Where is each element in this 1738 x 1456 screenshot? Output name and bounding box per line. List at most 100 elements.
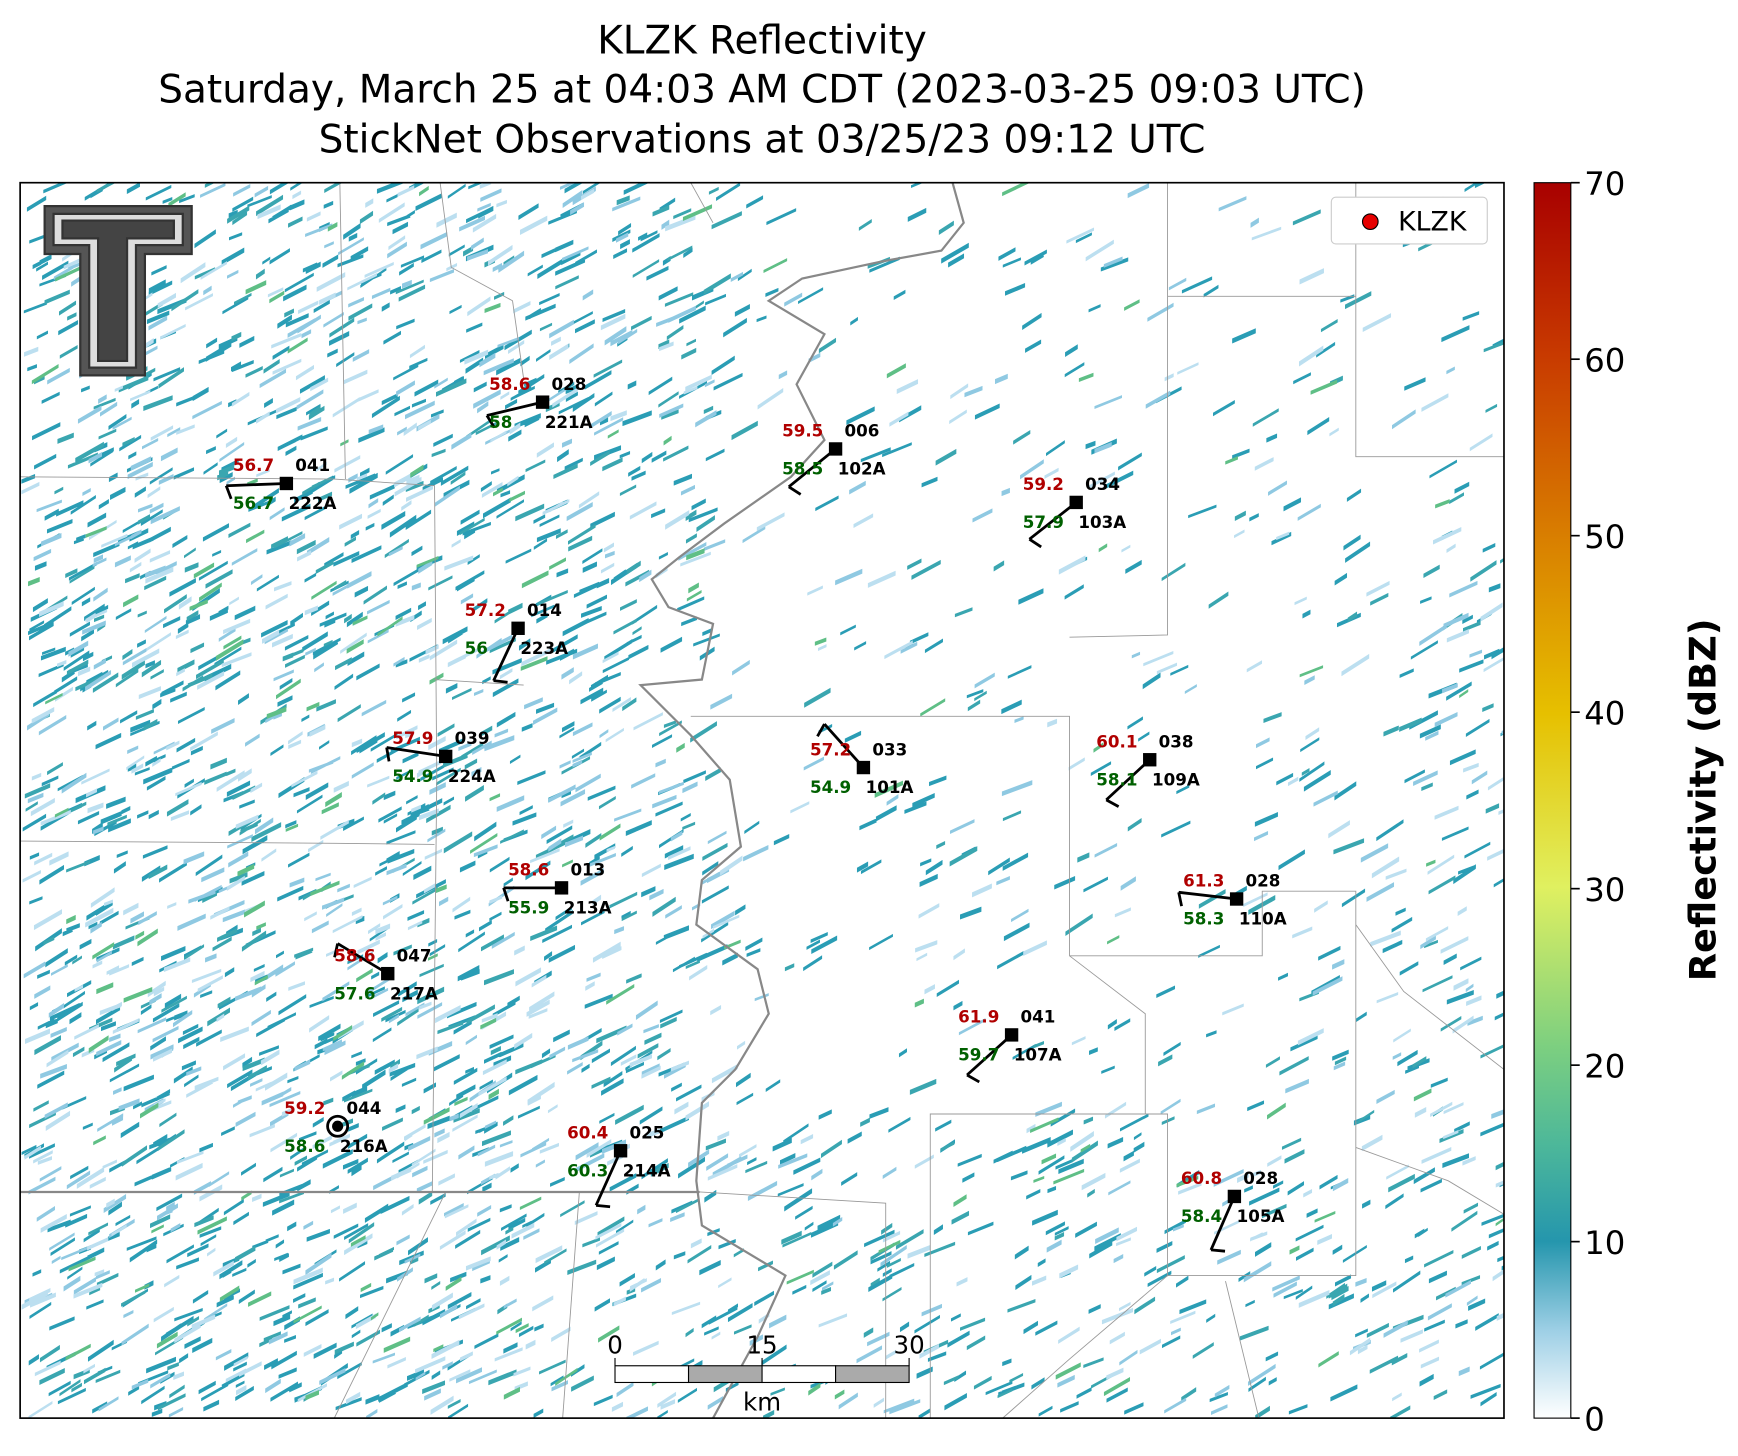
code: 013 — [570, 860, 605, 880]
wind-barb — [1028, 501, 1078, 541]
colorbar-tick-label: 40 — [1584, 694, 1625, 732]
code: 047 — [397, 945, 432, 965]
dewpoint: 58.5 — [782, 459, 823, 479]
station-marker — [554, 881, 569, 895]
station-marker — [511, 621, 525, 635]
code: 041 — [1021, 1007, 1056, 1027]
station-id: 109A — [1152, 769, 1200, 789]
station-calm — [326, 1114, 350, 1138]
temperature: 60.1 — [1096, 731, 1137, 751]
station-id: 222A — [289, 493, 337, 513]
station-marker — [381, 966, 395, 981]
wind-barb — [1178, 890, 1237, 901]
wind-barb-flag — [966, 1073, 980, 1084]
station-marker — [1229, 892, 1244, 906]
temperature: 60.8 — [1181, 1168, 1222, 1188]
legend-box — [1330, 196, 1488, 245]
station-marker — [332, 1120, 344, 1132]
station-id: 216A — [340, 1136, 388, 1156]
wind-barb-flag — [595, 1203, 611, 1209]
dewpoint: 54.9 — [810, 777, 851, 797]
station: 60.4 025 60.3 214A — [567, 1123, 671, 1209]
wind-barb-flag — [224, 485, 233, 500]
station-id: 105A — [1237, 1206, 1285, 1226]
station: 59.2 034 57.9 103A — [1023, 474, 1126, 549]
station: 59.5 006 58.5 102A — [782, 421, 886, 496]
station-marker — [1004, 1028, 1019, 1042]
temperature: 57.9 — [392, 728, 433, 748]
scale-seg — [761, 1365, 837, 1384]
station: 56.7 041 56.7 222A — [224, 455, 337, 513]
station: 61.3 028 58.3 110A — [1177, 871, 1287, 929]
colorbar-label: Reflectivity (dBZ) — [1682, 618, 1725, 981]
scale-bar: km — [614, 1365, 910, 1416]
code: 028 — [1243, 1168, 1278, 1188]
wind-barb-flag — [1105, 798, 1120, 808]
title-line: Saturday, March 25 at 04:03 AM CDT (2023… — [158, 67, 1366, 112]
wind-barb-flag — [1177, 892, 1183, 907]
wind-barb-flag — [1028, 538, 1042, 549]
code: 014 — [527, 600, 562, 620]
scale-tick-label: 30 — [894, 1331, 925, 1360]
station-id: 110A — [1239, 909, 1287, 929]
station-id: 107A — [1014, 1045, 1062, 1065]
temperature: 59.2 — [284, 1098, 325, 1118]
wind-barb — [492, 627, 520, 682]
station-id: 217A — [390, 983, 438, 1003]
scale-ticks: 0 15 30 — [607, 1331, 925, 1366]
temperature: 58.6 — [508, 860, 549, 880]
station-id: 103A — [1078, 512, 1126, 532]
station-id: 213A — [564, 897, 612, 917]
temperature: 57.2 — [810, 739, 851, 759]
station-marker — [1143, 753, 1157, 767]
station-marker — [279, 476, 294, 491]
title-line: StickNet Observations at 03/25/23 09:12 … — [319, 118, 1206, 163]
station-marker — [856, 760, 871, 775]
dewpoint: 60.3 — [567, 1160, 608, 1180]
temperature: 61.3 — [1183, 871, 1224, 891]
station: 59.2 044 58.6 216A — [284, 1098, 388, 1156]
dewpoint: 55.9 — [508, 897, 549, 917]
code: 034 — [1085, 474, 1120, 494]
station: 57.2 014 56 223A — [465, 600, 568, 684]
county-lines — [20, 182, 1504, 1419]
legend-marker — [1361, 213, 1379, 231]
scale-unit: km — [743, 1387, 781, 1416]
station-marker — [535, 395, 550, 409]
station: 60.1 038 58.1 109A — [1096, 731, 1200, 808]
legend-label: KLZK — [1398, 207, 1468, 238]
station-id: 102A — [838, 459, 886, 479]
code: 039 — [455, 728, 490, 748]
colorbar-tick-label: 10 — [1584, 1224, 1625, 1262]
dewpoint: 58.1 — [1096, 769, 1137, 789]
dewpoint: 56.7 — [233, 493, 274, 513]
echo-cells — [21, 182, 1504, 1419]
wind-barb-flag — [493, 679, 508, 684]
scale-tick-label: 15 — [746, 1331, 777, 1360]
dewpoint: 58 — [489, 412, 512, 432]
temperature: 58.6 — [489, 374, 530, 394]
dewpoint: 54.9 — [392, 766, 433, 786]
scale-tick-label: 0 — [607, 1331, 623, 1360]
wind-barb — [966, 1033, 1013, 1077]
station-marker — [828, 442, 843, 456]
colorbar-tick-label: 0 — [1584, 1400, 1605, 1438]
wind-barb-flag — [333, 943, 339, 958]
station-id: 223A — [520, 638, 568, 658]
station-marker — [1069, 495, 1083, 510]
dewpoint: 58.4 — [1181, 1206, 1222, 1226]
dewpoint: 59.7 — [958, 1045, 999, 1065]
colorbar-tick-label: 30 — [1584, 871, 1625, 909]
code: 028 — [1246, 871, 1281, 891]
logo — [43, 204, 193, 377]
map-area — [20, 182, 1504, 1419]
code: 033 — [872, 739, 907, 759]
temperature: 58.6 — [334, 945, 375, 965]
wind-barb-flag — [485, 414, 496, 429]
legend: KLZK — [1330, 196, 1488, 245]
scale-seg — [687, 1365, 763, 1384]
colorbar-ticks: 0 10 20 30 40 50 60 70 — [1570, 165, 1625, 1438]
station: 57.9 039 54.9 224A — [385, 728, 496, 786]
wind-barb-flag — [1210, 1248, 1226, 1253]
